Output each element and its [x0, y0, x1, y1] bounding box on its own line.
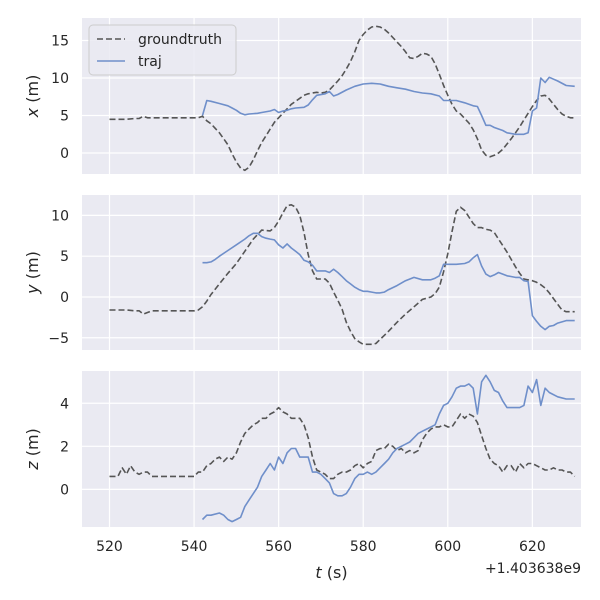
- y-tick-label: 2: [60, 439, 69, 455]
- y-tick-label: 15: [51, 34, 69, 50]
- panel-0: 0 5 10 15 x (m) groundtruth traj: [23, 18, 581, 174]
- y-tick-label: 10: [51, 208, 69, 224]
- legend-label-traj: traj: [138, 54, 162, 70]
- panel-1: −5 0 5 10 y (m): [23, 195, 581, 350]
- y-tick-label: 5: [60, 109, 69, 125]
- y-axis-label: z (m): [23, 428, 42, 471]
- y-axis-label: y (m): [23, 251, 42, 295]
- y-tick-label: 0: [60, 146, 69, 162]
- series-traj: [202, 232, 575, 331]
- x-tick-label: 580: [350, 539, 377, 555]
- x-tick-label: 620: [519, 539, 546, 555]
- panel-2: 0 2 4 z (m) 520 540 560 580 600 620 t (s): [23, 371, 581, 582]
- y-tick-label: 4: [60, 396, 69, 412]
- series-traj: [201, 374, 575, 523]
- x-axis-offset-label: +1.403638e9: [485, 561, 581, 577]
- y-tick-label: 0: [60, 290, 69, 306]
- y-tick-label: 10: [51, 71, 69, 87]
- series-traj: [201, 76, 575, 136]
- legend-label-groundtruth: groundtruth: [138, 32, 222, 48]
- series-groundtruth: [109, 25, 575, 172]
- y-tick-label: −5: [48, 331, 69, 347]
- x-tick-label: 600: [434, 539, 461, 555]
- x-tick-label: 560: [265, 539, 292, 555]
- plot-area: [82, 195, 581, 350]
- x-axis-label: t (s): [315, 563, 347, 582]
- x-tick-label: 540: [181, 539, 208, 555]
- series-groundtruth: [109, 204, 575, 346]
- y-tick-label: 0: [60, 482, 69, 498]
- legend: groundtruth traj: [88, 24, 237, 76]
- x-tick-label: 520: [96, 539, 123, 555]
- plot-area: [82, 371, 581, 527]
- y-axis-label: x (m): [23, 75, 42, 119]
- y-tick-label: 5: [60, 249, 69, 265]
